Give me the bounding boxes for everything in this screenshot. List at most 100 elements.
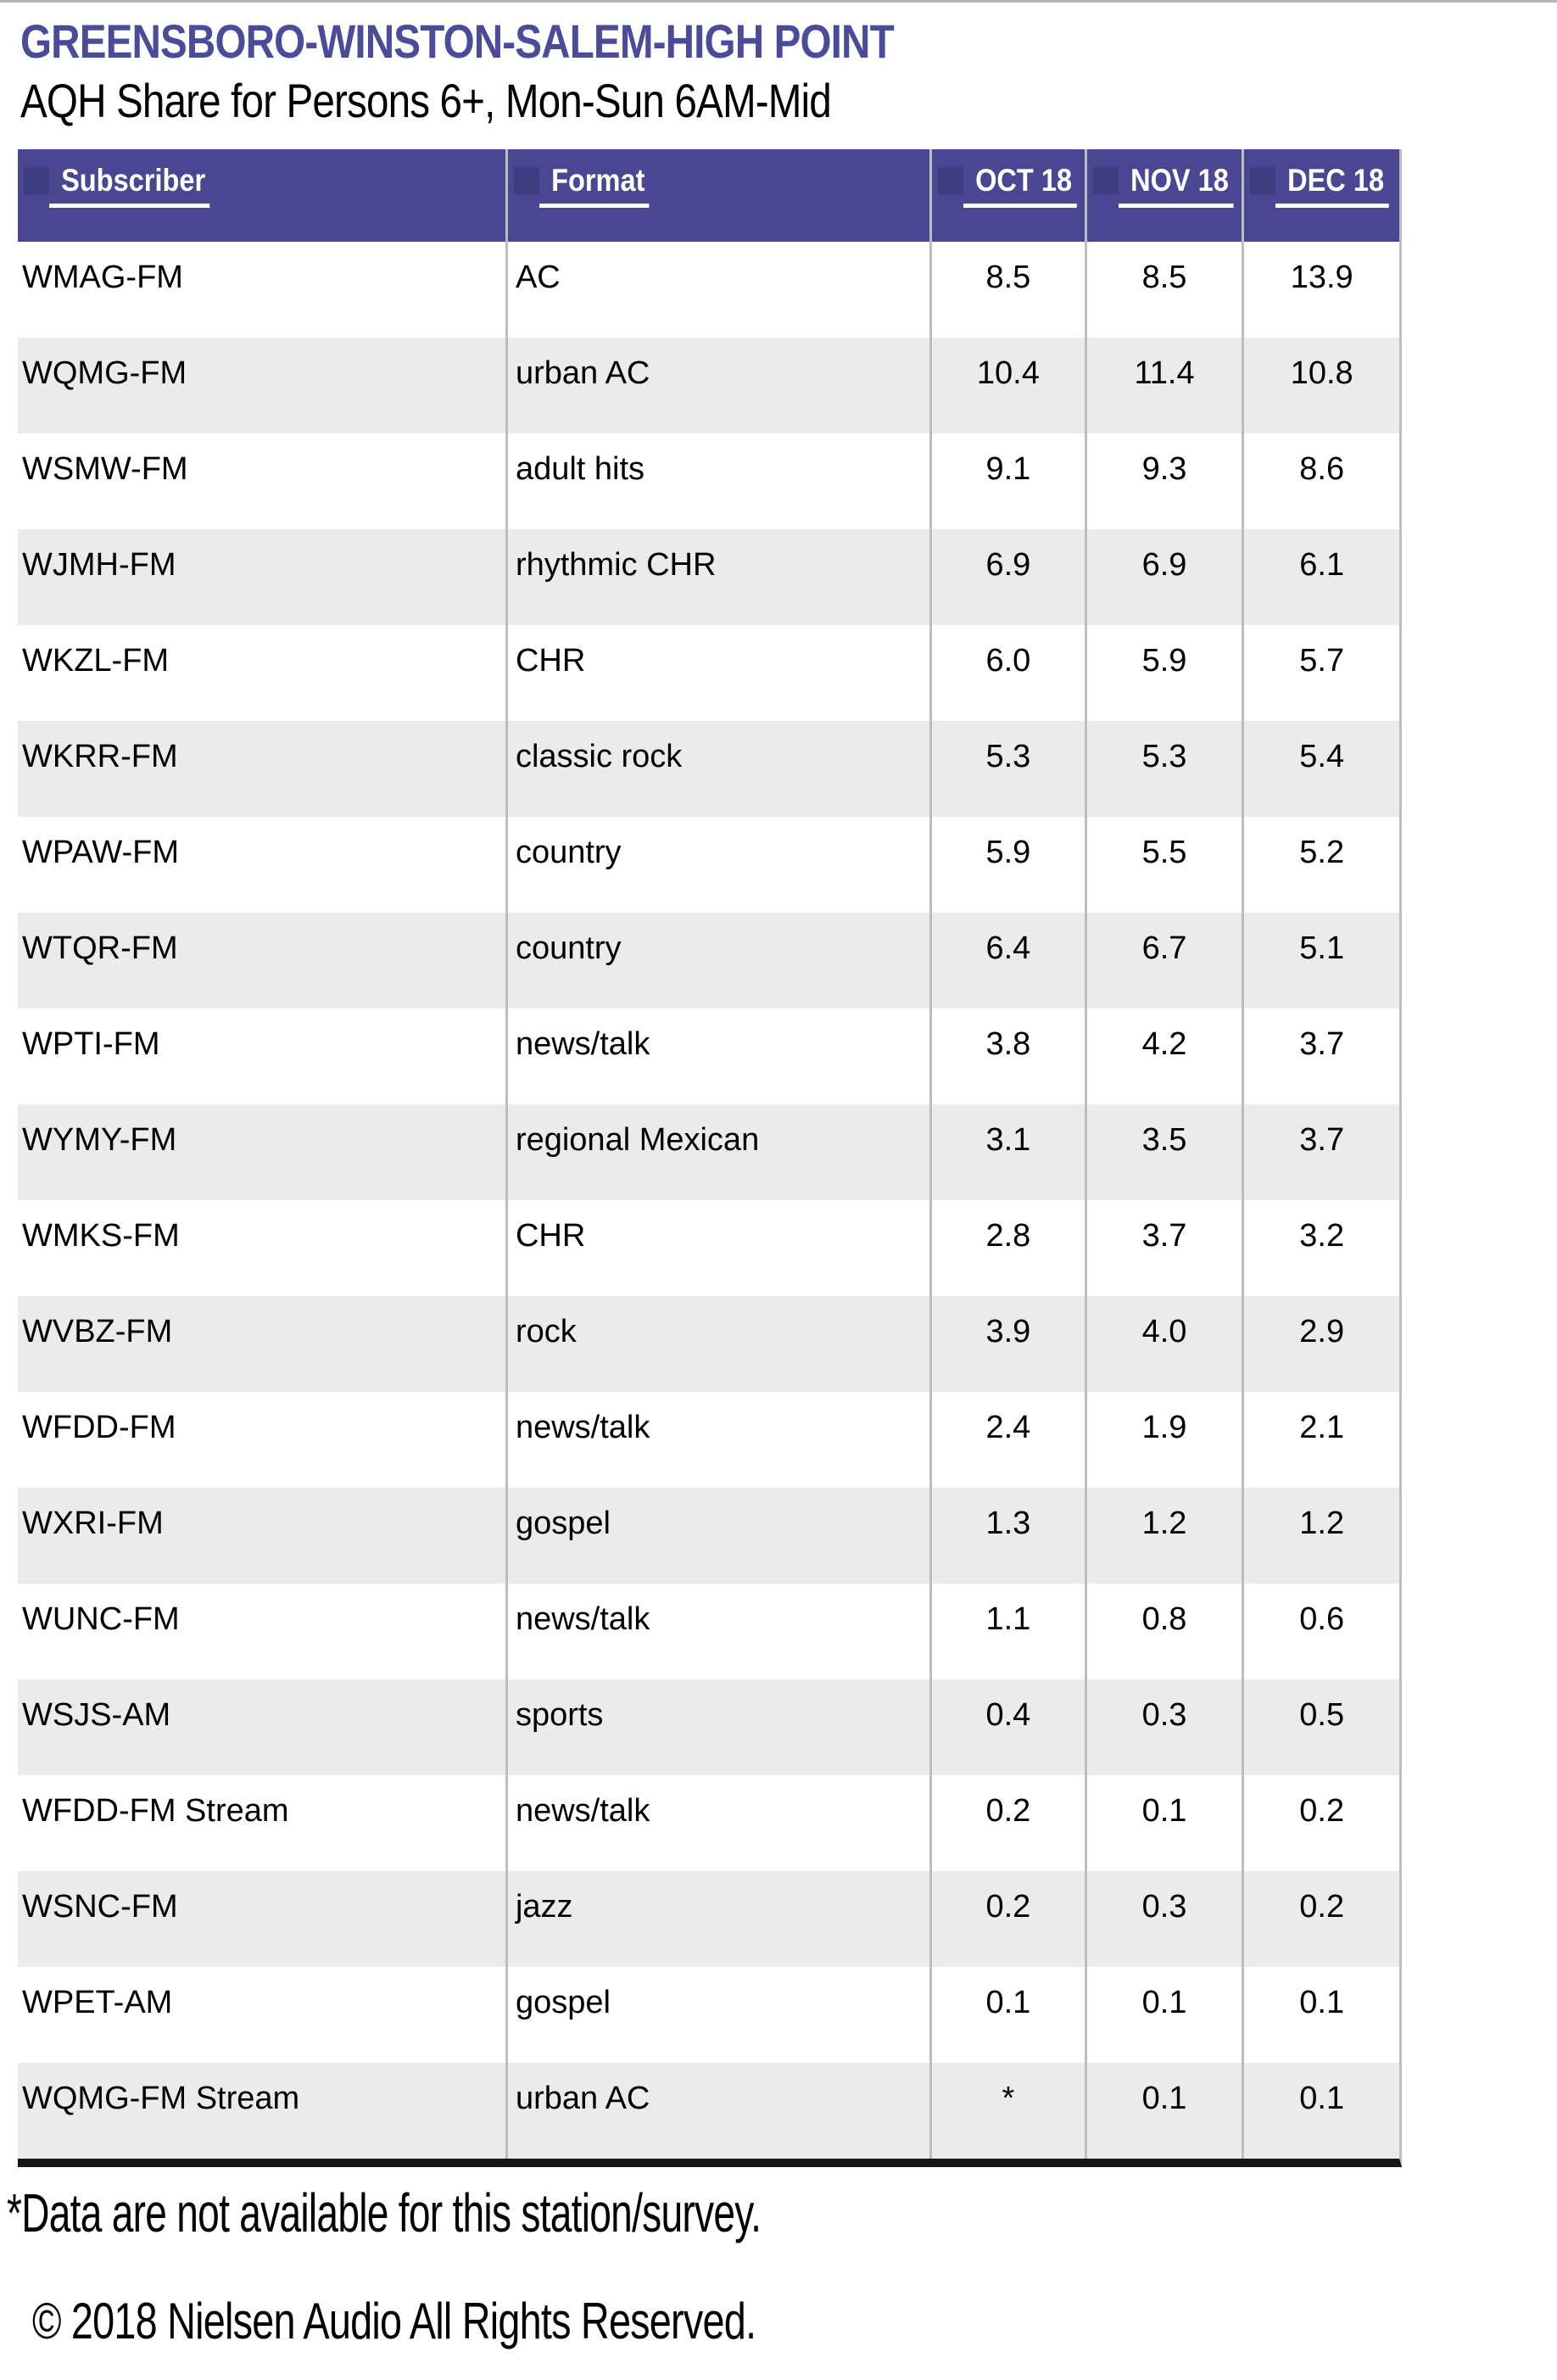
cell-format: CHR — [505, 625, 929, 721]
cell-value-dec18: 5.4 — [1242, 721, 1399, 817]
cell-subscriber: WSJS-AM — [22, 1697, 171, 1733]
column-header-format: Format — [505, 149, 929, 242]
cell-format: country — [505, 817, 929, 913]
table-row: WKRR-FM classic rock 5.3 5.3 5.4 — [18, 721, 1399, 817]
cell-format: regional Mexican — [505, 1104, 929, 1200]
cell-value-oct18: 3.8 — [929, 1008, 1085, 1104]
cell-value-nov18: 1.9 — [1084, 1392, 1242, 1488]
cell-value-nov18: 1.2 — [1084, 1488, 1242, 1584]
table-row: WFDD-FM Stream news/talk 0.2 0.1 0.2 — [18, 1775, 1399, 1871]
header-accent-square — [513, 167, 539, 194]
cell-value-dec18: 8.6 — [1242, 433, 1399, 529]
cell-subscriber: WYMY-FM — [22, 1122, 177, 1158]
column-header-label: DEC 18 — [1275, 164, 1389, 208]
table-row: WPET-AM gospel 0.1 0.1 0.1 — [18, 1967, 1399, 2063]
cell-value-dec18: 13.9 — [1242, 242, 1399, 338]
column-header-oct-18: OCT 18 — [929, 149, 1085, 242]
cell-format: gospel — [505, 1488, 929, 1584]
cell-value-nov18: 6.7 — [1084, 913, 1242, 1008]
cell-format: gospel — [505, 1967, 929, 2063]
cell-value-oct18: 0.2 — [929, 1871, 1085, 1967]
table-row: WVBZ-FM rock 3.9 4.0 2.9 — [18, 1296, 1399, 1392]
column-header-dec-18: DEC 18 — [1242, 149, 1399, 242]
cell-value-nov18: 9.3 — [1084, 433, 1242, 529]
cell-value-nov18: 4.0 — [1084, 1296, 1242, 1392]
cell-value-oct18: 6.0 — [929, 625, 1085, 721]
cell-subscriber: WTQR-FM — [22, 930, 178, 966]
table-row: WQMG-FM urban AC 10.4 11.4 10.8 — [18, 338, 1399, 433]
cell-value-oct18: 0.1 — [929, 1967, 1085, 2063]
cell-value-oct18: 5.3 — [929, 721, 1085, 817]
table-row: WJMH-FM rhythmic CHR 6.9 6.9 6.1 — [18, 529, 1399, 625]
cell-value-nov18: 0.3 — [1084, 1679, 1242, 1775]
cell-subscriber: WQMG-FM Stream — [22, 2081, 300, 2116]
header-accent-square — [1250, 167, 1276, 194]
cell-value-oct18: 1.3 — [929, 1488, 1085, 1584]
cell-value-oct18: 6.9 — [929, 529, 1085, 625]
aqh-share-ratings-table: Subscriber Format OCT 18 NOV 18 DEC 18 W… — [18, 149, 1402, 2167]
page-subtitle: AQH Share for Persons 6+, Mon-Sun 6AM-Mi… — [20, 74, 832, 127]
cell-subscriber: WPAW-FM — [22, 835, 180, 870]
cell-value-dec18: 5.2 — [1242, 817, 1399, 913]
table-row: WMKS-FM CHR 2.8 3.7 3.2 — [18, 1200, 1399, 1296]
cell-subscriber: WFDD-FM Stream — [22, 1793, 289, 1829]
table-row: WKZL-FM CHR 6.0 5.9 5.7 — [18, 625, 1399, 721]
cell-value-dec18: 2.9 — [1242, 1296, 1399, 1392]
column-header-label: Format — [539, 164, 650, 208]
cell-value-nov18: 4.2 — [1084, 1008, 1242, 1104]
cell-value-oct18: 2.8 — [929, 1200, 1085, 1296]
cell-value-nov18: 6.9 — [1084, 529, 1242, 625]
table-header-row: Subscriber Format OCT 18 NOV 18 DEC 18 — [18, 149, 1399, 242]
cell-value-dec18: 5.1 — [1242, 913, 1399, 1008]
cell-format: jazz — [505, 1871, 929, 1967]
table-row: WFDD-FM news/talk 2.4 1.9 2.1 — [18, 1392, 1399, 1488]
footnote: *Data are not available for this station… — [7, 2182, 762, 2243]
cell-subscriber: WKZL-FM — [22, 643, 170, 679]
cell-value-dec18: 0.2 — [1242, 1775, 1399, 1871]
cell-value-dec18: 3.7 — [1242, 1104, 1399, 1200]
cell-value-nov18: 3.7 — [1084, 1200, 1242, 1296]
cell-format: rock — [505, 1296, 929, 1392]
cell-value-oct18: 3.1 — [929, 1104, 1085, 1200]
cell-value-nov18: 0.3 — [1084, 1871, 1242, 1967]
cell-value-nov18: 3.5 — [1084, 1104, 1242, 1200]
cell-subscriber: WFDD-FM — [22, 1410, 176, 1445]
cell-value-nov18: 5.3 — [1084, 721, 1242, 817]
cell-value-oct18: 8.5 — [929, 242, 1085, 338]
table-row: WUNC-FM news/talk 1.1 0.8 0.6 — [18, 1584, 1399, 1679]
cell-value-nov18: 0.1 — [1084, 2063, 1242, 2159]
cell-value-dec18: 5.7 — [1242, 625, 1399, 721]
cell-value-dec18: 0.6 — [1242, 1584, 1399, 1679]
table-body: WMAG-FM AC 8.5 8.5 13.9 WQMG-FM urban AC… — [18, 242, 1399, 2159]
cell-value-oct18: 9.1 — [929, 433, 1085, 529]
cell-format: news/talk — [505, 1775, 929, 1871]
cell-format: news/talk — [505, 1008, 929, 1104]
cell-value-nov18: 8.5 — [1084, 242, 1242, 338]
cell-value-oct18: 0.4 — [929, 1679, 1085, 1775]
cell-value-dec18: 0.2 — [1242, 1871, 1399, 1967]
cell-value-dec18: 1.2 — [1242, 1488, 1399, 1584]
cell-value-oct18: 3.9 — [929, 1296, 1085, 1392]
cell-value-dec18: 0.1 — [1242, 1967, 1399, 2063]
cell-subscriber: WSNC-FM — [22, 1889, 178, 1925]
table-row: WMAG-FM AC 8.5 8.5 13.9 — [18, 242, 1399, 338]
table-row: WTQR-FM country 6.4 6.7 5.1 — [18, 913, 1399, 1008]
cell-value-dec18: 3.2 — [1242, 1200, 1399, 1296]
cell-format: country — [505, 913, 929, 1008]
column-header-label: OCT 18 — [963, 164, 1077, 208]
cell-value-nov18: 0.8 — [1084, 1584, 1242, 1679]
column-header-label: NOV 18 — [1118, 164, 1233, 208]
cell-format: urban AC — [505, 2063, 929, 2159]
cell-value-dec18: 0.1 — [1242, 2063, 1399, 2159]
cell-subscriber: WMKS-FM — [22, 1218, 180, 1254]
cell-value-oct18: * — [929, 2063, 1085, 2159]
cell-value-oct18: 10.4 — [929, 338, 1085, 433]
cell-subscriber: WXRI-FM — [22, 1506, 164, 1541]
cell-subscriber: WKRR-FM — [22, 739, 178, 774]
cell-subscriber: WVBZ-FM — [22, 1314, 173, 1349]
cell-value-oct18: 1.1 — [929, 1584, 1085, 1679]
cell-subscriber: WSMW-FM — [22, 451, 188, 487]
cell-format: classic rock — [505, 721, 929, 817]
header-accent-square — [24, 167, 49, 194]
table-row: WSMW-FM adult hits 9.1 9.3 8.6 — [18, 433, 1399, 529]
